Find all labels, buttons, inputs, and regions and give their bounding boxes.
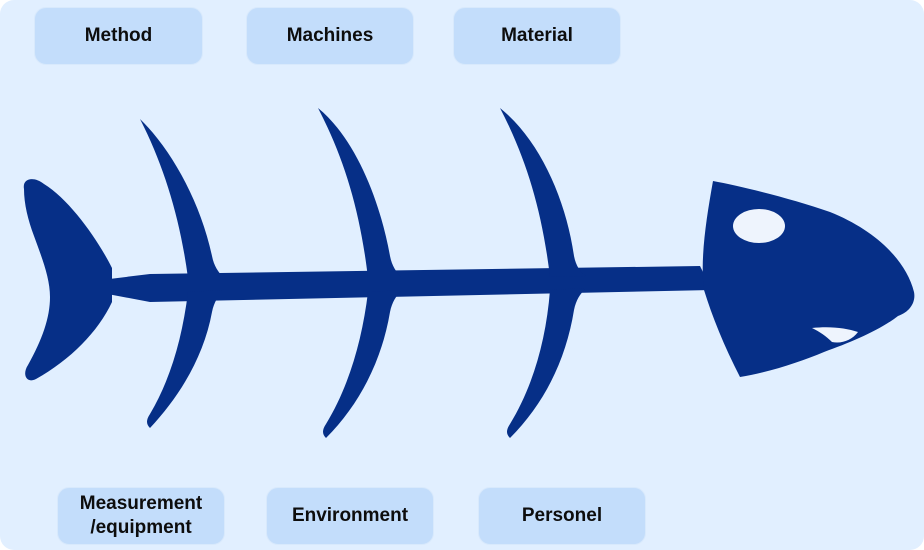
fish-tail: [23, 179, 112, 381]
category-material-label: Material: [501, 25, 573, 47]
category-environment-box: Environment: [266, 487, 434, 545]
category-machines-box: Machines: [246, 7, 414, 65]
category-personel-label: Personel: [521, 505, 603, 527]
fish-eye: [733, 209, 785, 243]
fish-mouth: [812, 327, 858, 343]
bone-bottom-1: [147, 290, 224, 428]
bone-bottom-2: [323, 290, 402, 438]
category-method-label: Method: [84, 25, 153, 47]
bone-bottom-3: [507, 288, 586, 438]
category-material-box: Material: [453, 7, 621, 65]
category-method-box: Method: [34, 7, 203, 65]
category-environment-label: Environment: [291, 505, 409, 527]
bone-top-2: [318, 108, 402, 278]
bone-top-1: [140, 119, 224, 278]
category-measurement-box: Measurement /equipment: [57, 487, 225, 545]
fish-head: [702, 181, 915, 377]
category-personel-box: Personel: [478, 487, 646, 545]
bone-top-3: [500, 108, 586, 277]
category-measurement-label: Measurement /equipment: [79, 493, 203, 538]
category-machines-label: Machines: [286, 25, 374, 47]
spine: [60, 266, 712, 302]
